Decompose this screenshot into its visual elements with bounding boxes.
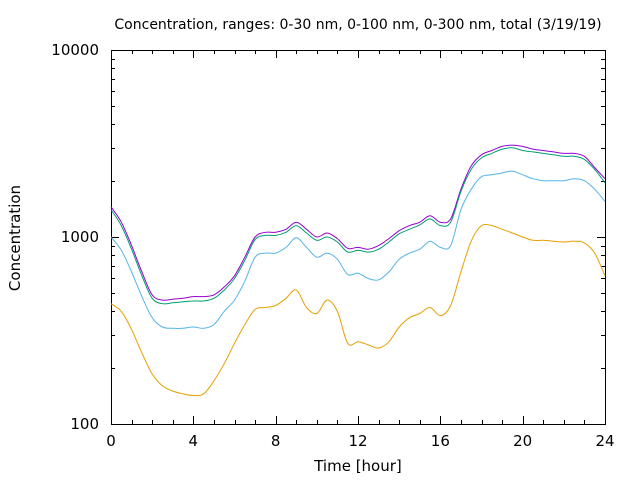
x-axis-label: Time [hour] bbox=[313, 457, 402, 475]
x-tick-label: 4 bbox=[189, 432, 199, 450]
chart-title: Concentration, ranges: 0-30 nm, 0-100 nm… bbox=[114, 17, 601, 33]
x-tick-label: 0 bbox=[106, 432, 116, 450]
y-tick-label: 100 bbox=[70, 415, 99, 433]
x-tick-label: 24 bbox=[595, 432, 614, 450]
x-tick-label: 8 bbox=[271, 432, 281, 450]
x-tick-label: 20 bbox=[513, 432, 532, 450]
y-tick-label: 1000 bbox=[61, 228, 99, 246]
series-line-3 bbox=[110, 170, 606, 329]
axis-tick-labels: 0 4 8 12 16 20 24 100 1000 10000 bbox=[51, 41, 614, 450]
series-line-2 bbox=[110, 147, 606, 305]
y-axis-label: Concentration bbox=[6, 185, 24, 291]
plot-frame bbox=[111, 50, 606, 425]
series-group bbox=[110, 144, 606, 397]
x-tick-label: 16 bbox=[431, 432, 450, 450]
series-line-1 bbox=[110, 144, 606, 301]
series-line-4 bbox=[110, 223, 606, 397]
axis-ticks bbox=[111, 50, 605, 424]
y-tick-label: 10000 bbox=[51, 41, 99, 59]
x-tick-label: 12 bbox=[348, 432, 367, 450]
